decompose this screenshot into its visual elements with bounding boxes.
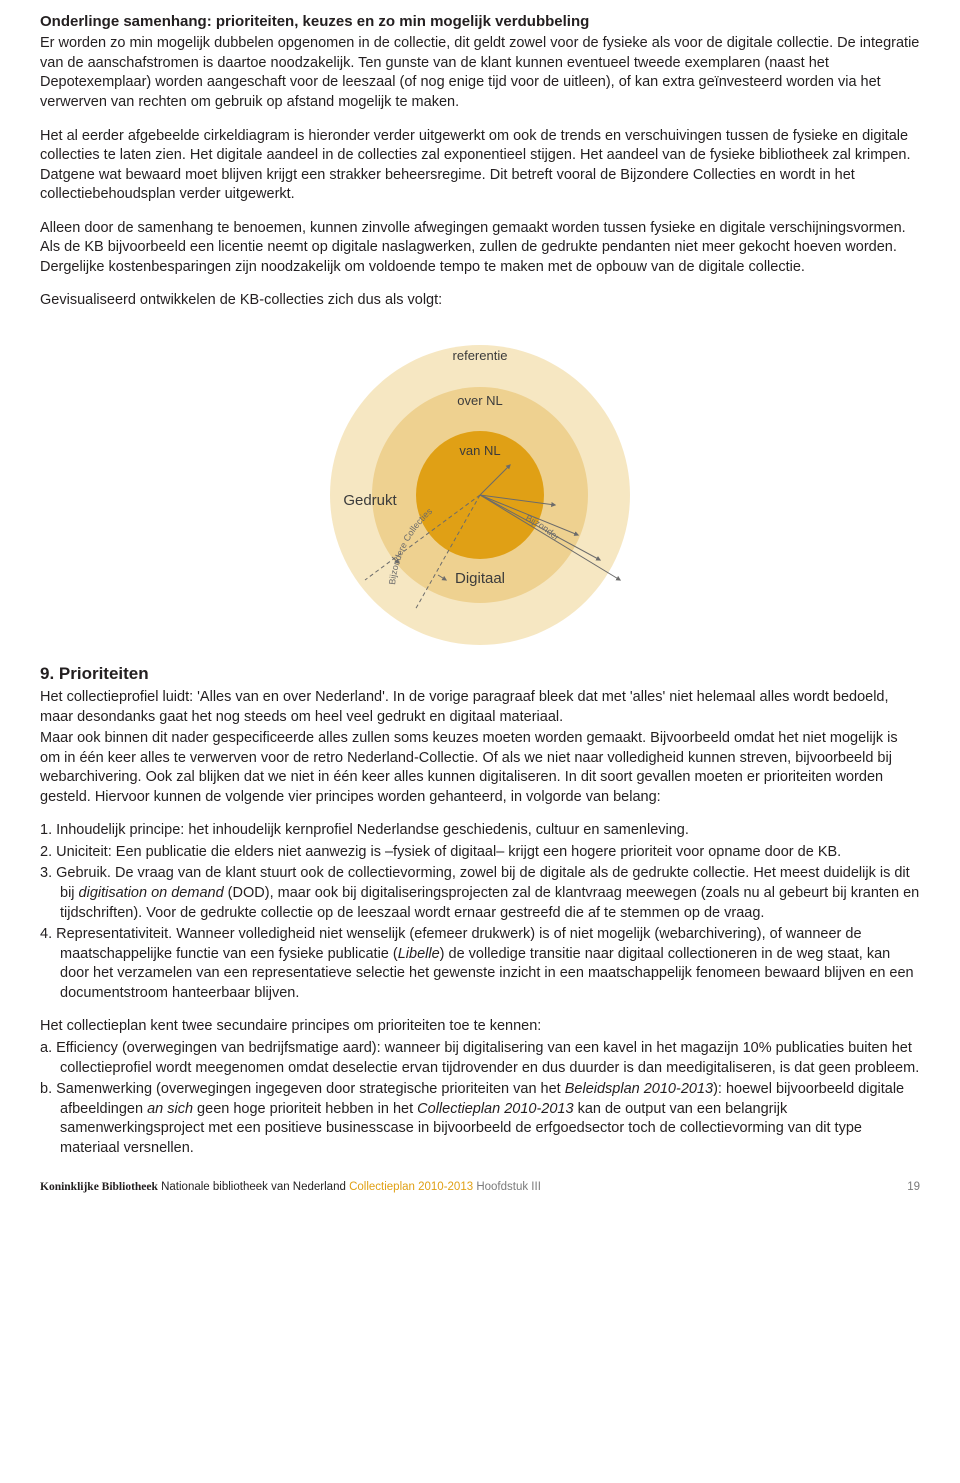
kb-smallcaps: KB: [84, 239, 103, 255]
list-item: Inhoudelijk principe: het inhoudelijk ke…: [40, 821, 920, 841]
secondary-principles-list: a. Efficiency (overwegingen van bedrijfs…: [40, 1039, 920, 1158]
secondary-intro: Het collectieplan kent twee secundaire p…: [40, 1017, 920, 1037]
kb-smallcaps: KB: [240, 292, 259, 308]
section-heading-samenhang: Onderlinge samenhang: prioriteiten, keuz…: [40, 12, 920, 32]
circle-diagram: referentieover NLvan NLGedruktDigitaalBi…: [40, 325, 920, 645]
footer-page-number: 19: [907, 1180, 920, 1196]
svg-text:van NL: van NL: [459, 443, 500, 458]
prioriteiten-intro-b: Maar ook binnen dit nader gespecificeerd…: [40, 729, 920, 807]
text: bijvoorbeeld een licentie neemt op digit…: [40, 239, 897, 275]
page-footer: Koninklijke Bibliotheek Nationale biblio…: [40, 1180, 920, 1196]
para-samenhang-2: Het al eerder afgebeelde cirkeldiagram i…: [40, 127, 920, 205]
para-samenhang-3: Alleen door de samenhang te benoemen, ku…: [40, 219, 920, 278]
list-item: a. Efficiency (overwegingen van bedrijfs…: [40, 1039, 920, 1078]
footer-subtitle-text: Nationale bibliotheek van Nederland: [161, 1181, 346, 1193]
footer-kb: Koninklijke Bibliotheek: [40, 1181, 158, 1193]
prioriteiten-intro-a: Het collectieprofiel luidt: 'Alles van e…: [40, 688, 920, 727]
section-heading-prioriteiten: 9. Prioriteiten: [40, 663, 920, 686]
svg-text:Digitaal: Digitaal: [455, 570, 505, 587]
text: -collecties zich dus als volgt:: [259, 292, 442, 308]
list-item: b. Samenwerking (overwegingen ingegeven …: [40, 1080, 920, 1158]
para-samenhang-4: Gevisualiseerd ontwikkelen de KB-collect…: [40, 291, 920, 311]
principles-list: Inhoudelijk principe: het inhoudelijk ke…: [40, 821, 920, 1003]
list-item: Uniciteit: Een publicatie die elders nie…: [40, 843, 920, 863]
svg-text:referentie: referentie: [453, 348, 508, 363]
text: Gevisualiseerd ontwikkelen de: [40, 292, 240, 308]
footer-plan: Collectieplan 2010-2013: [349, 1181, 473, 1193]
list-item: Gebruik. De vraag van de klant stuurt oo…: [40, 864, 920, 923]
footer-chapter: Hoofdstuk III: [476, 1181, 541, 1193]
para-samenhang-1: Er worden zo min mogelijk dubbelen opgen…: [40, 34, 920, 112]
svg-text:over NL: over NL: [457, 393, 503, 408]
svg-text:Gedrukt: Gedrukt: [343, 492, 397, 509]
list-item: Representativiteit. Wanneer volledigheid…: [40, 925, 920, 1003]
